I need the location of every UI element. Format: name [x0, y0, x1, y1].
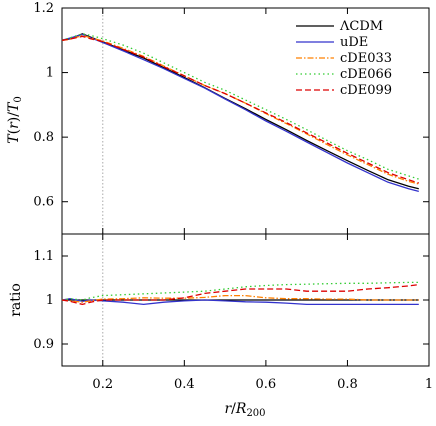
top-y-axis-label: T(r)/T0 [6, 96, 24, 143]
bottom-y-axis-label: ratio [8, 283, 24, 317]
top-series-group [61, 33, 419, 193]
bottom-series-cde066-line [61, 281, 419, 301]
bottom-panel: 0.9 1 1.1 0.2 0.4 0.6 0.8 1 ratio r/R200 [8, 233, 433, 419]
bottom-series-ude-line [61, 298, 419, 306]
bottom-x-ticks: 0.2 0.4 0.6 0.8 1 [92, 234, 433, 392]
bottom-series-cde033-line [61, 294, 419, 303]
xlabel-part-3: 200 [246, 408, 265, 419]
top-ytick-label: 0.8 [33, 130, 54, 145]
x-tick-label: 1 [425, 377, 433, 392]
top-x-ticks [102, 8, 430, 234]
top-ytick-label: 0.6 [33, 195, 54, 210]
legend-label: cDE033 [340, 51, 392, 66]
xlabel-part-0: r [224, 401, 232, 417]
top-series-ude-line [61, 33, 419, 193]
bottom-ytick-label: 1 [46, 293, 54, 308]
x-tick-label: 0.8 [337, 377, 358, 392]
xlabel-part-1: / [231, 401, 236, 417]
x-tick-label: 0.2 [92, 377, 113, 392]
x-tick-label: 0.6 [256, 377, 277, 392]
x-axis-label: r/R200 [224, 401, 265, 419]
top-panel-frame [61, 7, 430, 235]
ylabel-part-0: T [6, 133, 22, 144]
top-ytick-label: 1 [46, 66, 54, 81]
ylabel-part-3: )/ [6, 112, 22, 122]
bottom-series-group [61, 281, 419, 306]
legend-label: cDE099 [340, 83, 392, 98]
ylabel-part-5: 0 [13, 96, 24, 102]
legend-label: uDE [340, 35, 368, 50]
x-tick-label: 0.4 [174, 377, 195, 392]
ylabel-part-4: T [6, 101, 22, 112]
top-panel: 0.60.811.2 T(r)/T0 ΛCDMuDEcDE033cDE066cD… [6, 1, 430, 235]
legend-label: cDE066 [340, 67, 392, 82]
bottom-ytick-label: 0.9 [33, 337, 54, 352]
top-series-cde099-line [61, 35, 419, 184]
top-y-ticks: 0.6 0.8 1 1.2 [33, 1, 429, 210]
legend-label: ΛCDM [339, 19, 383, 34]
bottom-ytick-label: 1.1 [33, 249, 54, 264]
ylabel-part-1: ( [6, 129, 22, 134]
xlabel-part-2: R [235, 401, 247, 417]
top-ytick-label: 1.2 [33, 1, 54, 16]
bottom-series-cde099-line [61, 283, 419, 306]
ylabel-part-2: r [6, 121, 22, 129]
